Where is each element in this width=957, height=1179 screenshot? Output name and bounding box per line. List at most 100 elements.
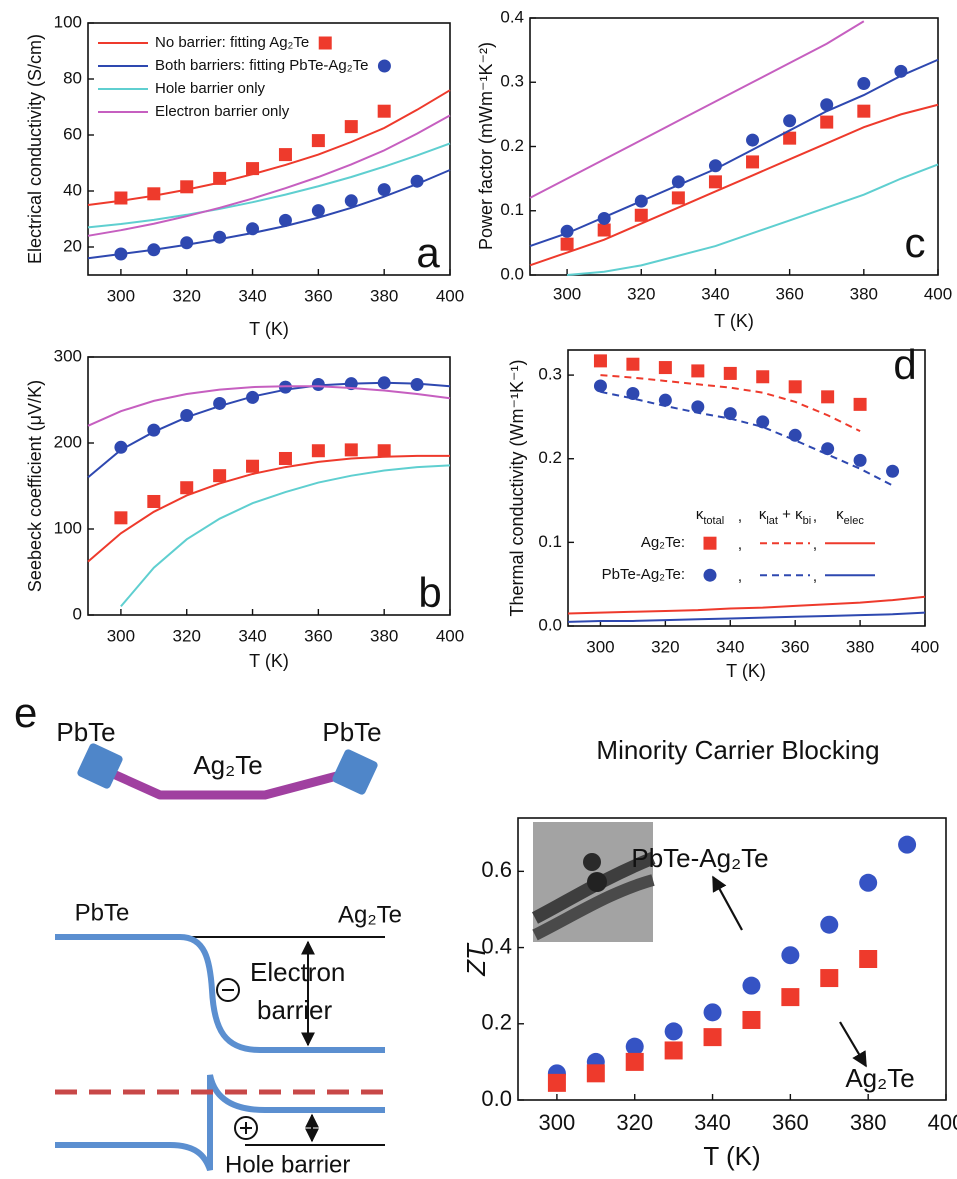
y-axis-label: Electrical conductivity (S/cm) [25, 34, 45, 264]
data-point [114, 440, 128, 454]
plot-frame [529, 17, 939, 276]
legend-separator: , [813, 508, 817, 525]
data-point [894, 64, 908, 78]
diagram-label: PbTe [56, 717, 115, 747]
y-tick-label: 0 [73, 604, 82, 623]
data-point [213, 469, 227, 483]
data-point [783, 114, 797, 128]
data-point [634, 208, 648, 222]
data-point [625, 1037, 644, 1056]
data-point [311, 134, 325, 148]
plot-frame [87, 22, 451, 276]
data-point [147, 423, 161, 437]
data-point [410, 378, 424, 392]
data-point [377, 376, 391, 390]
series-line [567, 595, 926, 615]
data-point [859, 873, 878, 892]
x-tick-label: 340 [701, 284, 729, 303]
diagram-label: Ag₂Te [193, 750, 262, 780]
x-tick-label: 320 [616, 1110, 653, 1135]
data-point [664, 1022, 683, 1041]
x-tick-label: 340 [238, 286, 266, 305]
hole-symbol [234, 1116, 258, 1140]
data-point [708, 159, 722, 173]
y-tick-label: 0.4 [500, 7, 524, 26]
y-tick-label: 80 [63, 68, 82, 87]
x-axis-label: T (K) [249, 319, 289, 339]
data-point [593, 354, 607, 368]
data-point [857, 104, 871, 118]
data-point [708, 175, 722, 189]
plot-frame [567, 349, 926, 627]
y-tick-label: 0.0 [481, 1086, 512, 1111]
data-point [691, 400, 705, 414]
y-tick-label: 0.0 [500, 264, 524, 283]
y-tick-label: 0.3 [538, 365, 562, 384]
y-tick-label: 200 [54, 432, 82, 451]
data-point [788, 380, 802, 394]
diagram-label: Ag₂Te [338, 901, 402, 928]
series-line [567, 611, 926, 623]
series-line [120, 464, 451, 608]
x-tick-label: 360 [772, 1110, 809, 1135]
data-point [821, 442, 835, 456]
data-point [377, 183, 391, 197]
y-tick-label: 300 [54, 346, 82, 365]
x-axis-label: T (K) [726, 661, 766, 681]
data-point [246, 222, 260, 236]
data-point [410, 174, 424, 188]
x-tick-label: 400 [436, 626, 464, 645]
series-line [600, 390, 894, 487]
data-point [723, 407, 737, 421]
legend-header-part: κ [836, 506, 844, 523]
annotation: Ag₂Te [845, 1063, 914, 1093]
y-tick-label: 0.4 [481, 933, 512, 958]
x-tick-label: 360 [304, 626, 332, 645]
y-axis-label: ZT [461, 942, 491, 977]
y-tick-label: 40 [63, 180, 82, 199]
electron-symbol [216, 978, 240, 1002]
legend-header-part: + κ [778, 506, 803, 523]
annotation-arrow [839, 1021, 867, 1068]
annotation: PbTe-Ag₂Te [631, 843, 768, 873]
diagram-label: PbTe [322, 717, 381, 747]
data-point [634, 194, 648, 208]
data-point [756, 370, 770, 384]
legend-row-label: Ag₂Te: [641, 534, 685, 551]
y-tick-label: 0.6 [481, 857, 512, 882]
data-point [853, 453, 867, 467]
plot-frame [87, 356, 451, 616]
legend-header-part: total [703, 515, 724, 527]
legend-swatch [318, 36, 332, 50]
series-line [87, 169, 451, 260]
valence-band [55, 1074, 385, 1172]
data-point [788, 428, 802, 442]
series-line [529, 103, 939, 267]
data-point [658, 393, 672, 407]
data-point [213, 230, 227, 244]
y-tick-label: 0.2 [481, 1010, 512, 1035]
x-tick-label: 340 [238, 626, 266, 645]
legend-header-part: κ [759, 506, 767, 523]
legend-swatch [377, 59, 391, 73]
data-point [626, 386, 640, 400]
data-point [853, 397, 867, 411]
legend-label: Electron barrier only [155, 103, 290, 120]
data-point [213, 171, 227, 185]
inset-wire [532, 874, 655, 941]
diagram-label: Electron [250, 957, 345, 987]
series-line [87, 114, 451, 237]
x-tick-label: 320 [173, 286, 201, 305]
x-tick-label: 360 [781, 637, 809, 656]
series-line [87, 381, 451, 479]
data-point [723, 366, 737, 380]
series-line [529, 20, 865, 199]
x-tick-label: 320 [651, 637, 679, 656]
y-axis-label: Thermal conductivity (Wm⁻¹K⁻¹) [507, 359, 527, 616]
x-tick-label: 340 [694, 1110, 731, 1135]
legend-label: No barrier: fitting Ag₂Te [155, 34, 309, 51]
data-point [742, 976, 761, 995]
data-point [664, 1041, 683, 1060]
